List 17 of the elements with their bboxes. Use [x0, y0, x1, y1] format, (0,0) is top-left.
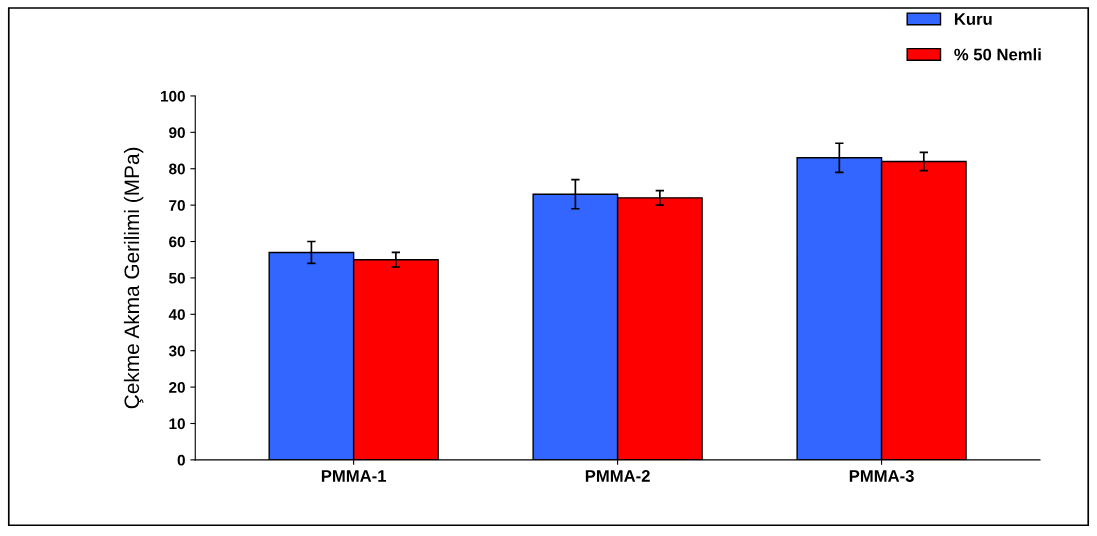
x-tick-label: PMMA-1 — [321, 470, 387, 482]
y-tick-label: 70 — [169, 199, 185, 211]
y-tick-label: 0 — [177, 454, 185, 466]
x-tick-label: PMMA-3 — [849, 470, 914, 482]
y-tick-label: 50 — [169, 272, 185, 284]
y-tick-label: 80 — [169, 163, 185, 175]
legend-label: Kuru — [954, 13, 992, 25]
y-tick-label: 30 — [168, 345, 185, 357]
y-tick-label: 40 — [168, 309, 185, 320]
y-tick-label: 10 — [169, 418, 185, 430]
y-tick-label: 100 — [161, 90, 185, 102]
y-axis-title: Çekme Akma Gerilimi (MPa) — [123, 147, 144, 409]
y-tick-label: 60 — [169, 236, 185, 248]
y-tick-label: 20 — [169, 381, 185, 393]
y-tick-label: 90 — [169, 127, 185, 139]
x-tick-label: PMMA-2 — [585, 470, 650, 482]
legend-label: % 50 Nemli — [954, 48, 1041, 61]
